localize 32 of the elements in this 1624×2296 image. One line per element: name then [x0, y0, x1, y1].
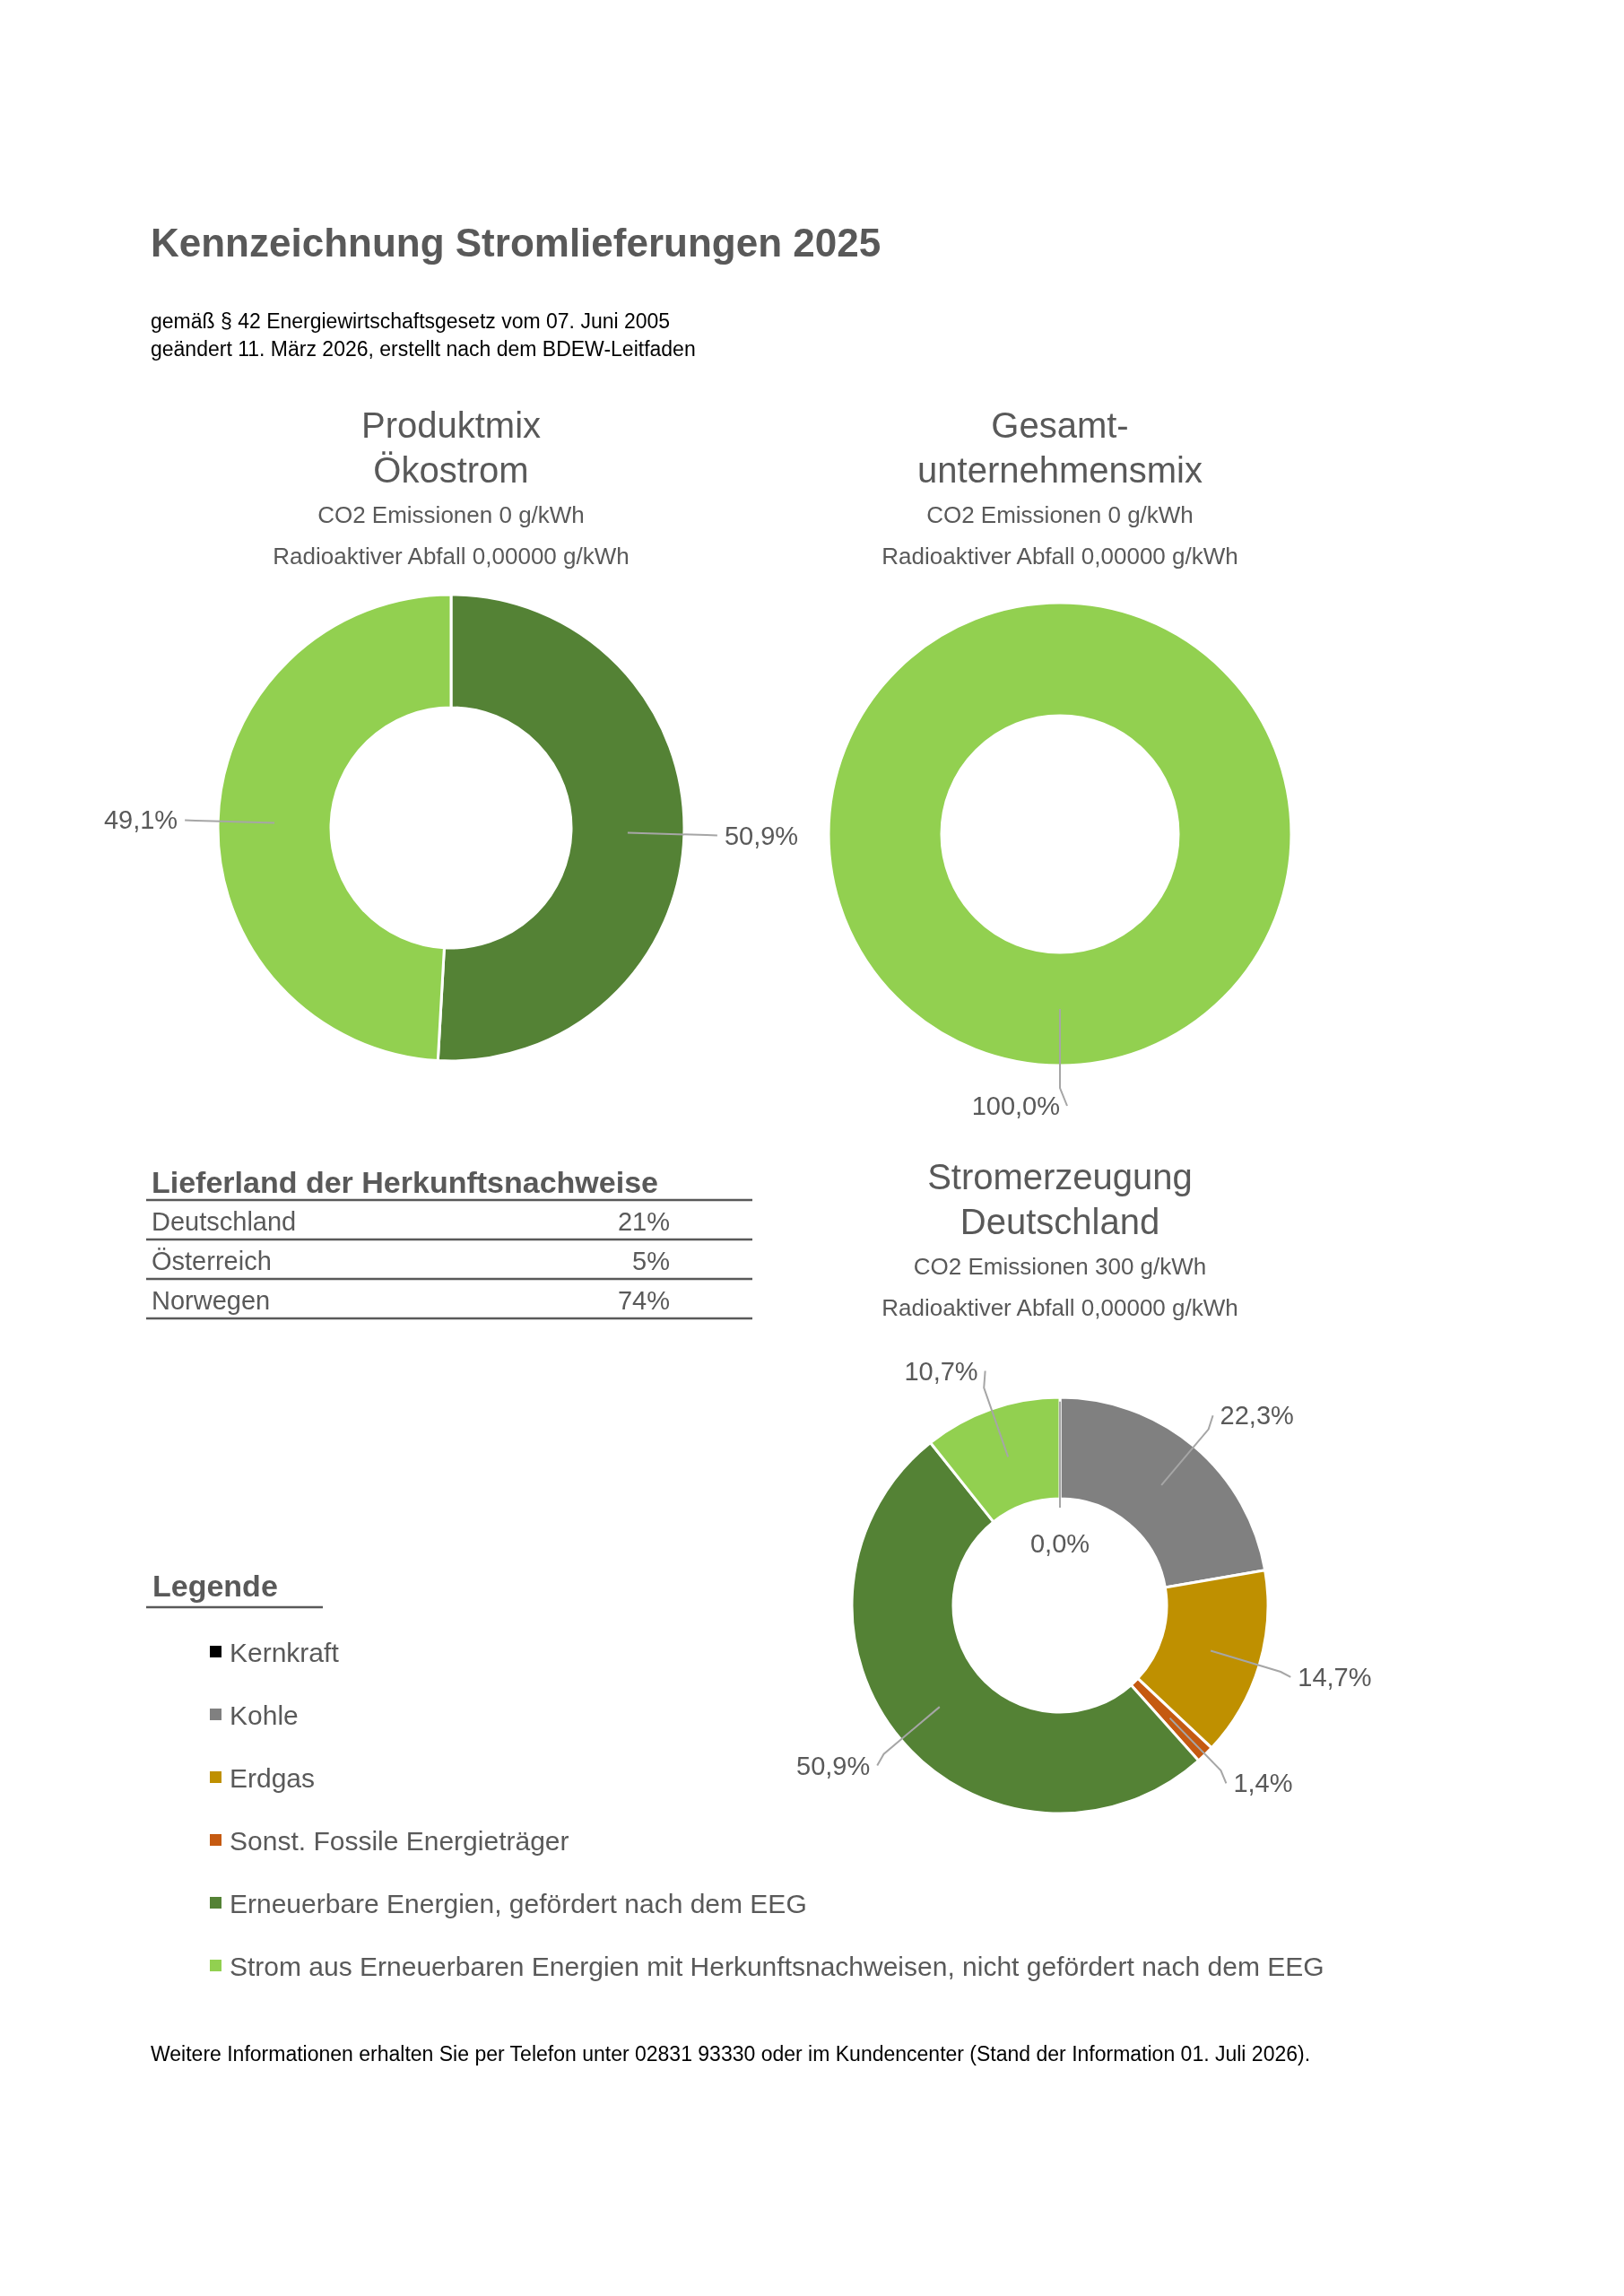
chart-subtitle: CO2 Emissionen 0 g/kWh Radioaktiver Abfall 0,00000 g/kWh	[881, 501, 1238, 570]
chart-title: Gesamt- unternehmensmix	[917, 405, 1203, 490]
text: gemäß § 42 Energiewirtschaftsgesetz vom 07. Juni 2005 geändert 11. März 2026, erstellt nach dem BDEW-Leitfaden	[151, 309, 696, 361]
chart-subtitle: CO2 Emissionen 0 g/kWh Radioaktiver Abfall 0,00000 g/kWh	[273, 501, 630, 570]
data-label: 100,0%	[971, 1091, 1060, 1120]
data-label: 22,3%	[1220, 1401, 1294, 1431]
data-label: 10,7%	[904, 1356, 978, 1386]
data-label: 1,4%	[1233, 1769, 1293, 1798]
text: Lieferland der Herkunftsnachweise	[152, 1165, 658, 1199]
category-label: Österreich	[152, 1247, 272, 1275]
legend-label: Sonst. Fossile Energieträger	[230, 1826, 569, 1856]
legend-label: Erneuerbare Energien, gefördert nach dem EEG	[230, 1889, 807, 1918]
legend-label: Kohle	[230, 1700, 299, 1730]
text: 21%	[617, 1207, 670, 1236]
text: 0,0%	[1029, 1529, 1090, 1558]
legend-title: Legende	[152, 1569, 278, 1603]
data-label: 49,1%	[103, 805, 178, 835]
text: Weitere Informationen erhalten Sie per Telefon unter 02831 93330 oder im Kundencenter (Stand der Information 01. Juli 2026).	[151, 2042, 1311, 2066]
data-label: 50,9%	[724, 821, 799, 850]
chart-title: Stromerzeugung Deutschland	[927, 1157, 1193, 1241]
category-label: Deutschland	[152, 1207, 297, 1236]
chart-title: Produktmix Ökostrom	[360, 405, 542, 490]
chart-subtitle: CO2 Emissionen 300 g/kWh Radioaktiver Abfall 0,00000 g/kWh	[881, 1253, 1238, 1321]
data-label: 50,9%	[796, 1751, 871, 1780]
legend-label: Kernkraft	[230, 1638, 340, 1667]
category-label: Norwegen	[152, 1286, 271, 1315]
text: 5%	[632, 1247, 670, 1275]
legend-label: Strom aus Erneuerbaren Energien mit Herkunftsnachweisen, nicht gefördert nach dem EEG	[230, 1952, 1324, 1981]
text: Kennzeichnung Stromlieferungen 2025	[151, 221, 881, 265]
text: 74%	[617, 1286, 670, 1315]
legend-label: Erdgas	[230, 1763, 316, 1793]
data-label: 14,7%	[1298, 1662, 1372, 1692]
